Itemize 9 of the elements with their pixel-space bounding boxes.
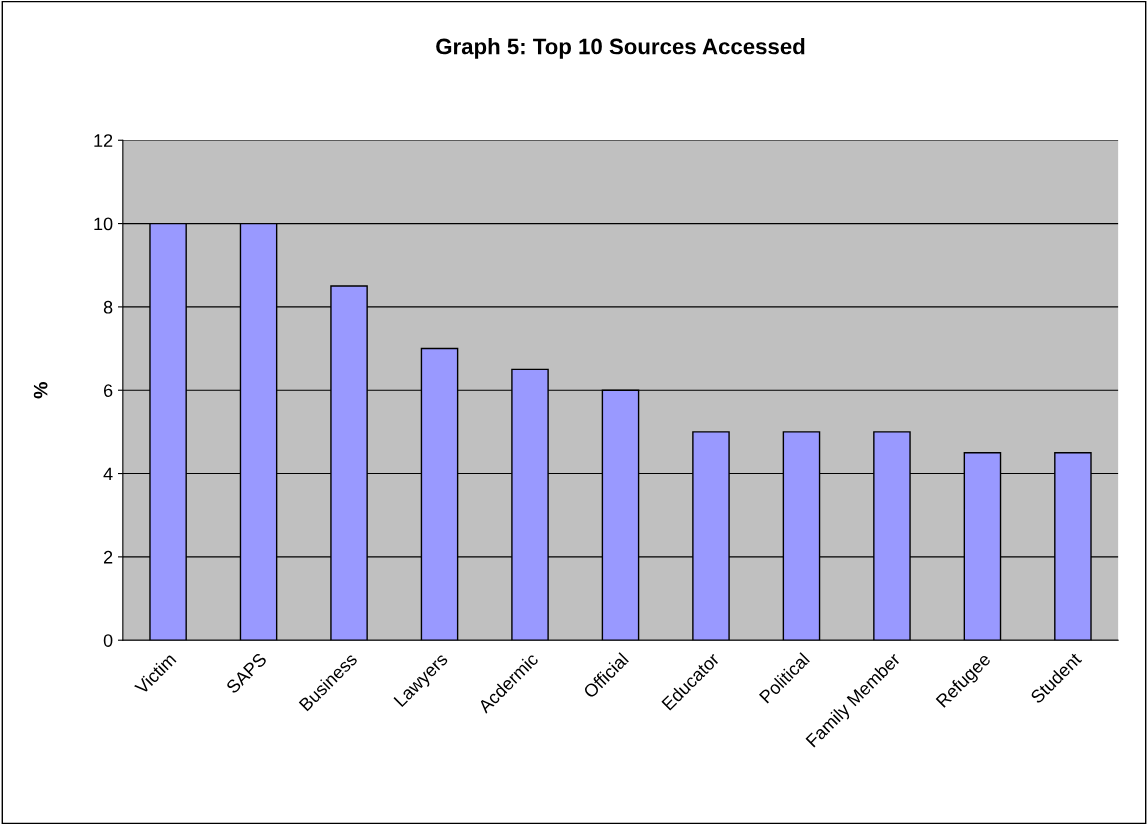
chart-title: Graph 5: Top 10 Sources Accessed <box>436 38 805 59</box>
y-tick-label: 8 <box>103 300 113 314</box>
y-tick-label: 4 <box>103 467 113 481</box>
y-axis-title: % <box>33 382 48 399</box>
y-tick-label: 10 <box>94 217 113 231</box>
y-tick-label: 0 <box>103 634 113 647</box>
y-tick-label: 12 <box>94 134 113 147</box>
y-tick-label: 2 <box>103 550 113 564</box>
y-tick-label: 6 <box>103 384 113 397</box>
